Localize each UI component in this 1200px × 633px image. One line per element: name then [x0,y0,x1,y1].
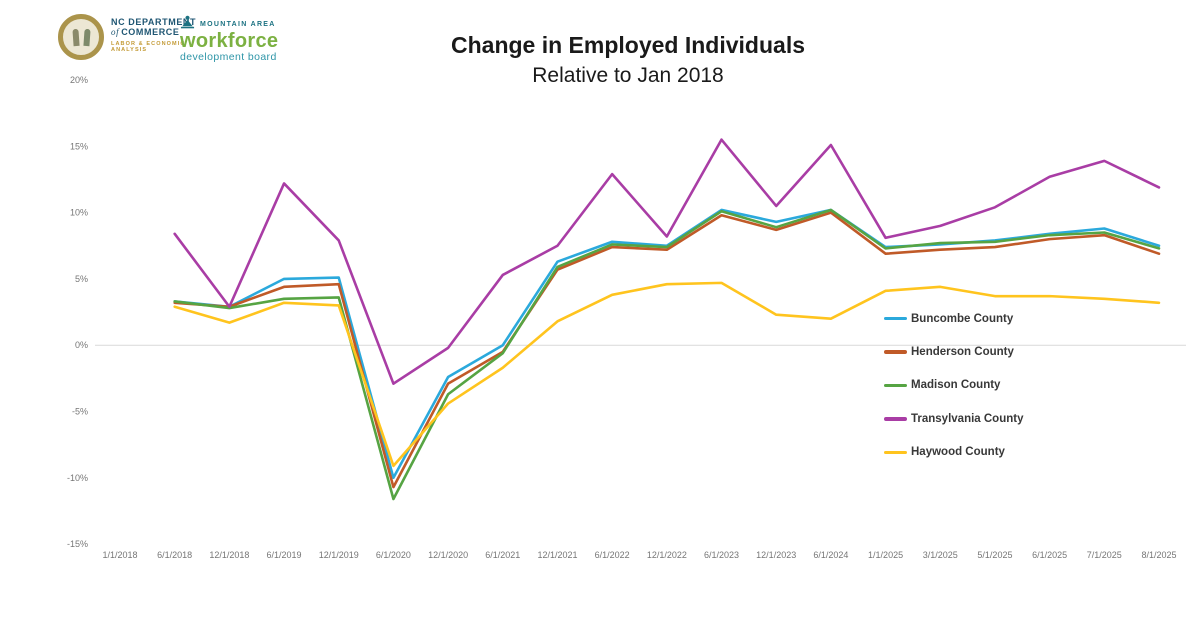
workforce-sub-label: development board [180,51,277,63]
chart-legend: Buncombe County Henderson County Madison C… [884,302,1023,469]
legend-swatch [884,316,907,321]
workforce-name-label: workforce [180,30,279,52]
legend-item-henderson-county: Henderson County [884,335,1023,368]
x-tick-label: 6/1/2021 [485,550,520,560]
y-tick-label: 5% [75,274,88,284]
x-tick-label: 12/1/2022 [647,550,687,560]
series-line-henderson-county [173,211,1161,489]
legend-label: Haywood County [911,446,1005,459]
page-title: Change in Employed Individuals [451,32,805,58]
x-tick-label: 7/1/2025 [1087,550,1122,560]
y-tick-label: -5% [72,407,88,417]
nc-state-seal-icon [58,14,104,60]
x-tick-label: 8/1/2025 [1141,550,1176,560]
legend-label: Buncombe County [911,312,1014,325]
x-tick-label: 5/1/2025 [977,550,1012,560]
legend-label: Transylvania County [911,412,1024,425]
legend-item-transylvania-county: Transylvania County [884,402,1023,435]
commerce-name: COMMERCE [121,27,180,38]
legend-swatch [884,350,907,354]
x-tick-label: 6/1/2018 [157,550,192,560]
series-line-haywood-county [173,281,1161,468]
y-tick-label: -10% [67,473,88,483]
x-tick-label: 12/1/2023 [756,550,796,560]
person-mountain-icon [180,15,195,29]
x-tick-label: 12/1/2021 [537,550,577,560]
series-line-transylvania-county [173,138,1161,385]
x-tick-label: 1/1/2025 [868,550,903,560]
commerce-line1: NC DEPARTMENT [111,17,197,27]
commerce-line2: of COMMERCE [111,27,196,37]
y-tick-label: 15% [70,141,88,151]
x-tick-label: 6/1/2024 [813,550,848,560]
x-tick-label: 1/1/2018 [102,550,137,560]
x-tick-label: 6/1/2020 [376,550,411,560]
legend-item-madison-county: Madison County [884,369,1023,402]
series-line-madison-county [173,208,1161,501]
y-tick-label: 20% [70,75,88,85]
y-tick-label: 0% [75,340,88,350]
mountain-area-workforce-logo: MOUNTAIN AREA workforce development boar… [180,15,278,63]
workforce-area-label: MOUNTAIN AREA [200,21,276,28]
nc-commerce-logo: NC DEPARTMENT of COMMERCE LABOR & ECONOMI… [58,14,196,60]
x-tick-label: 3/1/2025 [923,550,958,560]
x-tick-label: 6/1/2022 [595,550,630,560]
legend-swatch [884,417,907,421]
page-subtitle: Relative to Jan 2018 [532,64,724,87]
nc-commerce-logo-text: NC DEPARTMENT of COMMERCE LABOR & ECONOMI… [111,14,196,53]
x-tick-label: 6/1/2019 [267,550,302,560]
legend-swatch [884,383,907,388]
x-tick-label: 6/1/2025 [1032,550,1067,560]
legend-label: Henderson County [911,346,1014,359]
x-tick-label: 12/1/2020 [428,550,468,560]
y-tick-label: 10% [70,208,88,218]
legend-swatch [884,450,907,454]
legend-item-haywood-county: Haywood County [884,436,1023,469]
x-tick-label: 12/1/2018 [209,550,249,560]
commerce-line4: ANALYSIS [111,47,148,53]
y-tick-label: -15% [67,539,88,549]
commerce-line3: LABOR & ECONOMIC [111,40,186,47]
legend-item-buncombe-county: Buncombe County [884,302,1023,335]
legend-label: Madison County [911,379,1001,392]
x-tick-label: 6/1/2023 [704,550,739,560]
commerce-of: of [111,27,120,38]
x-tick-label: 12/1/2019 [319,550,359,560]
